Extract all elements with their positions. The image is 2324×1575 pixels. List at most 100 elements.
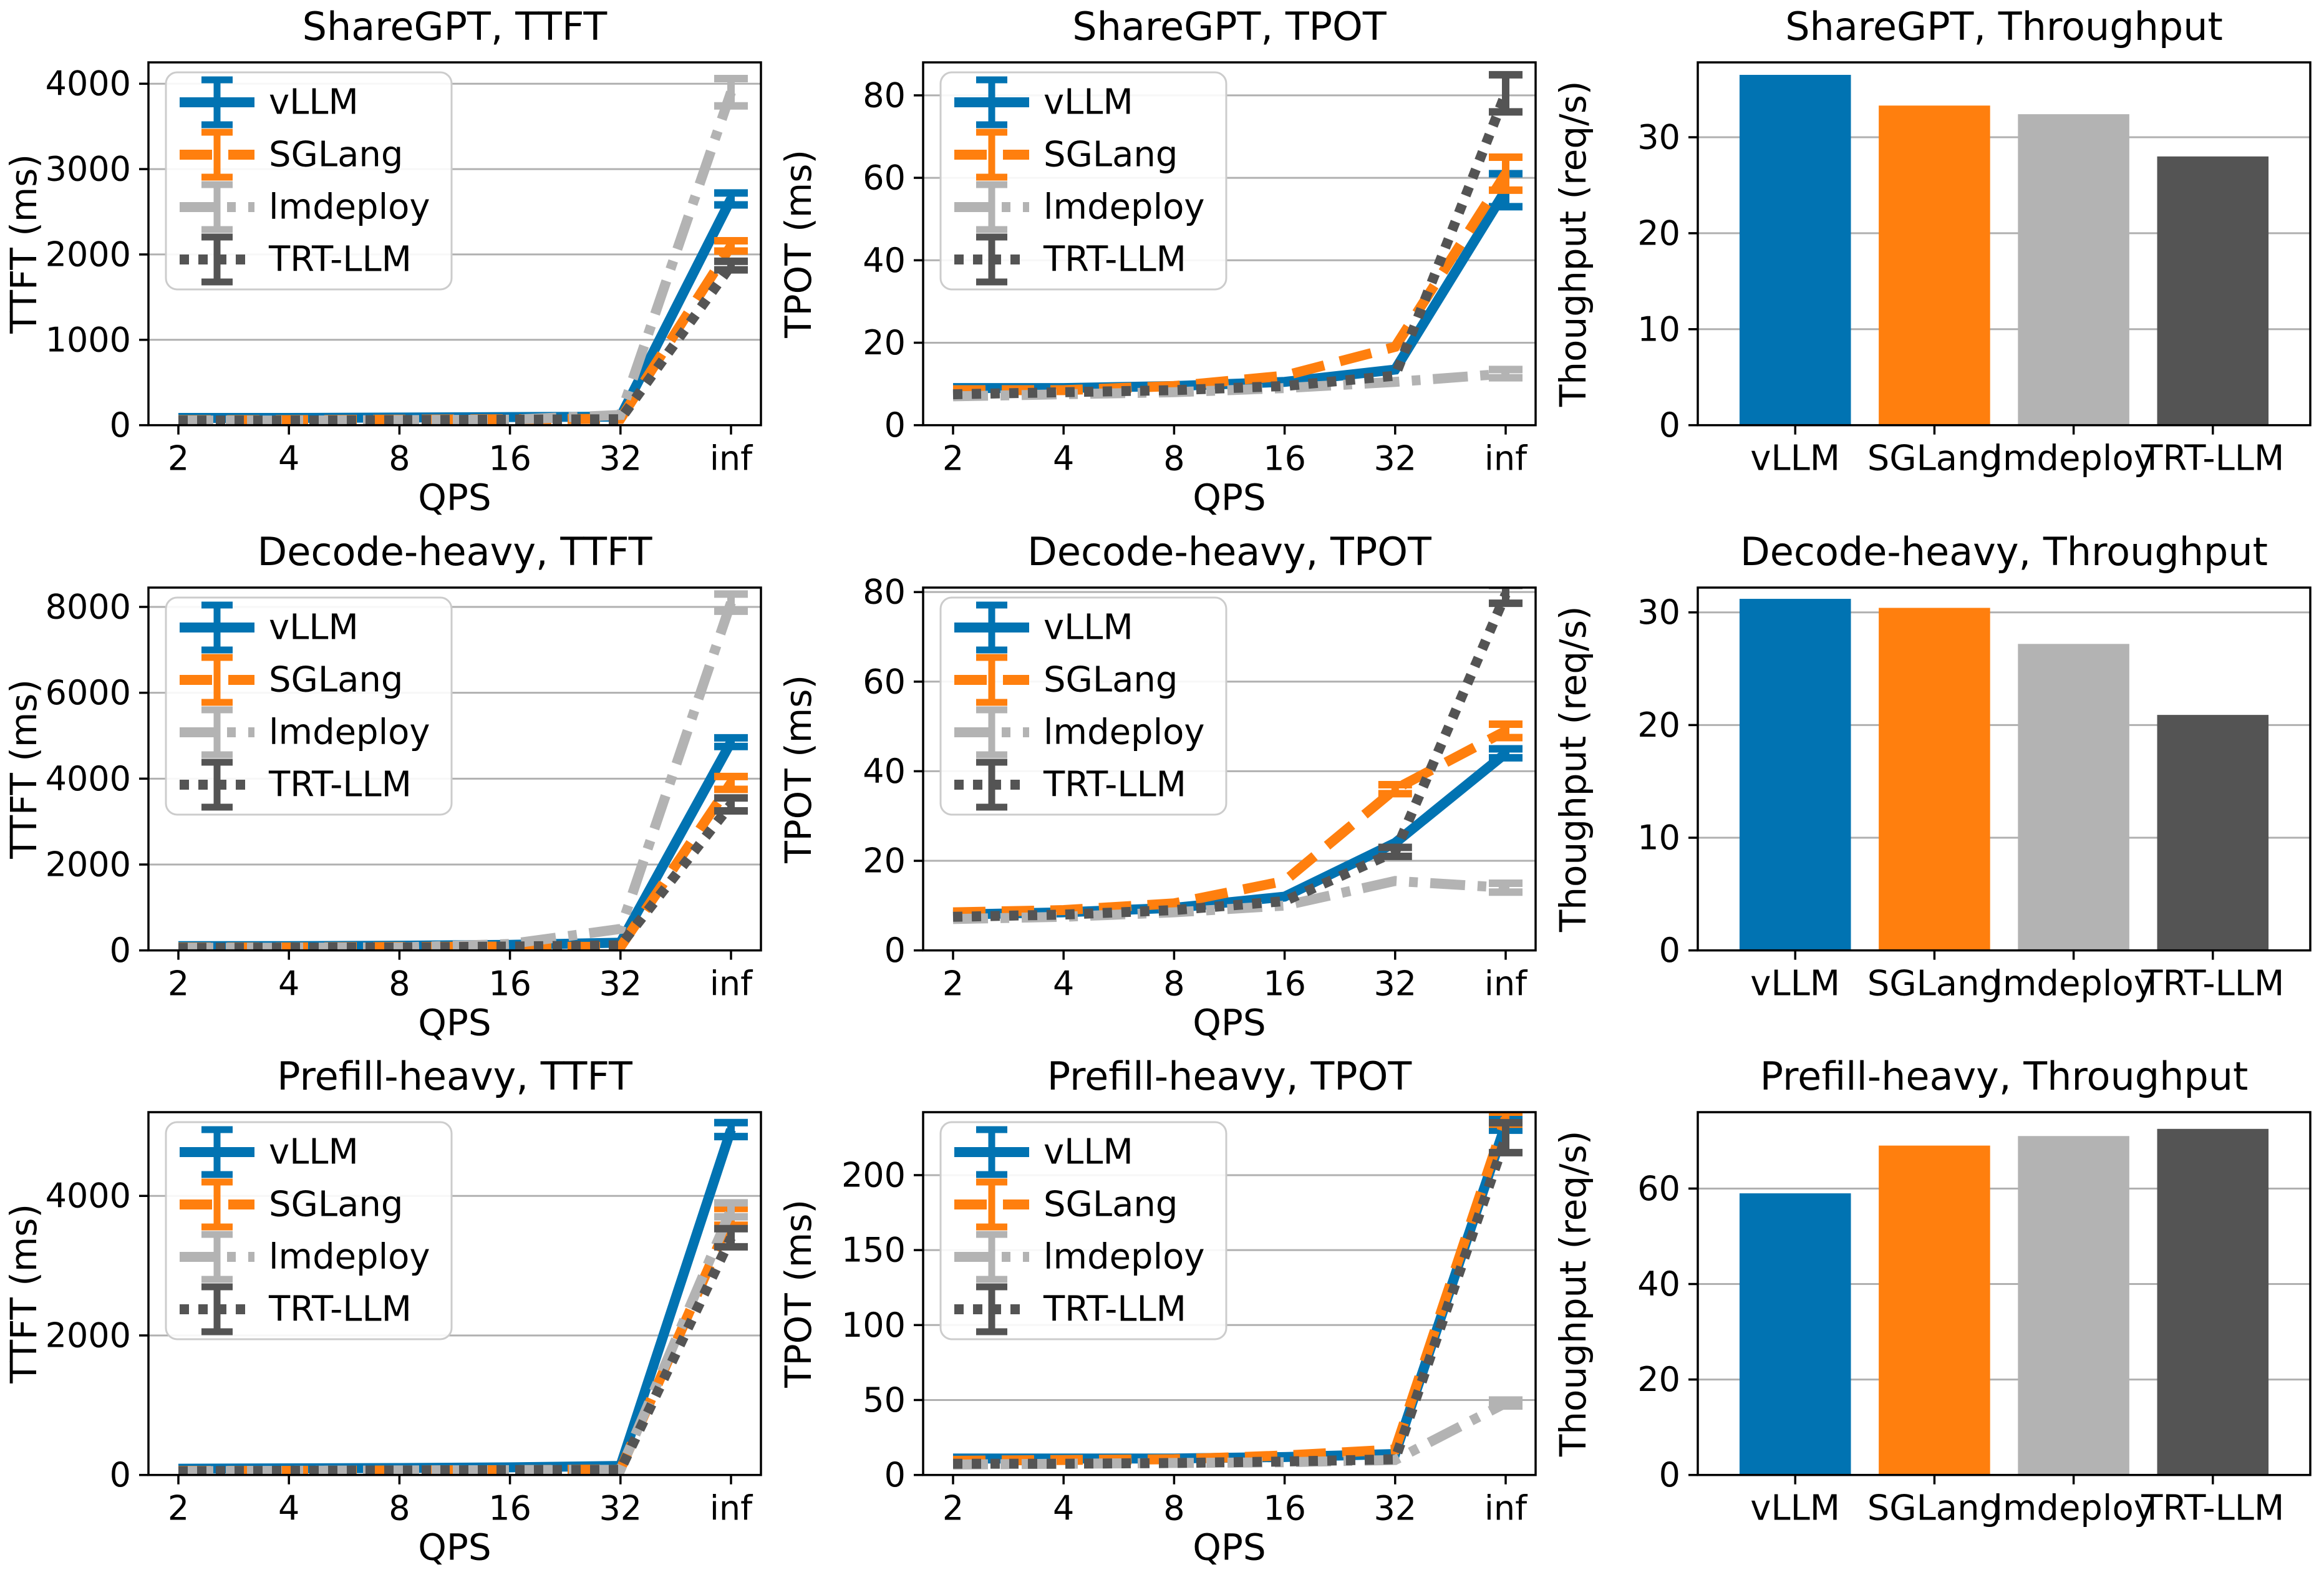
- chart-prefill-heavy-ttft: 0 2000 4000 Prefill-heavy, TTFT TTFT (ms) QPS…: [0, 1050, 775, 1575]
- y-tick-label: 0: [884, 405, 906, 445]
- x-tick-label: 8: [389, 439, 410, 478]
- legend-label-vLLM: vLLM: [1043, 607, 1133, 647]
- y-tick-label: 0: [110, 405, 131, 445]
- legend-entry-SGLang: [180, 1178, 255, 1231]
- y-tick-label: 8000: [46, 587, 131, 626]
- x-tick-label: 4: [278, 439, 299, 478]
- legend-box: [939, 1121, 1227, 1340]
- x-tick-label: 16: [1263, 439, 1306, 478]
- series-layer: [178, 589, 748, 951]
- x-tick-label: 4: [1053, 439, 1074, 478]
- y-tick-label: 60: [863, 158, 906, 198]
- legend-label-SGLang: SGLang: [269, 1185, 403, 1225]
- series-line-lmdeploy: [178, 90, 736, 425]
- legend-label-lmdeploy: lmdeploy: [269, 1237, 430, 1277]
- x-tick-label: 2: [942, 1489, 964, 1528]
- bar-lmdeploy: [2018, 643, 2129, 951]
- legend-label-SGLang: SGLang: [1043, 134, 1178, 175]
- legend-entry-lmdeploy: [954, 706, 1030, 758]
- series-layer: [952, 70, 1523, 402]
- chart-title: ShareGPT, TPOT: [1072, 4, 1387, 49]
- series-line-lmdeploy: [952, 369, 1506, 402]
- y-tick-label: 20: [1637, 1360, 1680, 1399]
- chart-sharegpt-tpot: 0 20 40 60 80 ShareGPT, TPOT TPOT (ms) QPS 2 4 8 16…: [775, 0, 1549, 525]
- y-axis-label: Thoughput (req/s): [1552, 80, 1594, 407]
- bar-vLLM: [1739, 75, 1851, 425]
- x-tick-label: 16: [488, 439, 531, 478]
- series-line-TRT-LLM: [178, 801, 735, 951]
- y-tick-label: 4000: [46, 64, 131, 104]
- chart-decode-heavy-ttft: 0 2000 4000 6000 8000 Decode-heavy, TTFT TTFT …: [0, 525, 775, 1050]
- legend-label-vLLM: vLLM: [1043, 1132, 1133, 1173]
- legend-entry-vLLM: [954, 76, 1030, 128]
- series-TRT-LLM: [178, 1225, 748, 1475]
- y-tick-label: 80: [863, 572, 906, 611]
- x-tick-label: 32: [599, 1489, 642, 1528]
- x-axis-label: QPS: [1193, 477, 1266, 519]
- series-line-TRT-LLM: [178, 263, 735, 425]
- x-axis-label: QPS: [1193, 1001, 1266, 1044]
- legend: vLLM SGLang lmdeploy TRT-LLM: [939, 1121, 1227, 1340]
- legend-entry-vLLM: [954, 601, 1030, 654]
- y-tick-label: 2000: [46, 1316, 131, 1355]
- legend-label-lmdeploy: lmdeploy: [1043, 712, 1205, 752]
- chart-sharegpt-throughput: 0 10 20 30 ShareGPT, Throughput Thoughput (re…: [1549, 0, 2324, 525]
- x-tick-label: 8: [389, 1489, 410, 1528]
- y-tick-label: 20: [863, 323, 906, 362]
- series-TRT-LLM: [178, 257, 748, 425]
- x-tick-label: 2: [168, 439, 189, 478]
- legend-label-vLLM: vLLM: [1043, 82, 1133, 122]
- chart-canvas: 0 1000 2000 3000 4000 ShareGPT, TTFT TTFT (ms)…: [2, 4, 762, 519]
- x-tick-label: vLLM: [1750, 439, 1840, 479]
- series-SGLang: [953, 153, 1523, 395]
- series-lmdeploy: [952, 1396, 1523, 1470]
- x-tick-label: lmdeploy: [1993, 963, 2154, 1004]
- x-tick-label: 16: [1263, 1489, 1306, 1528]
- y-tick-label: 6000: [46, 673, 131, 712]
- y-tick-label: 60: [1637, 1169, 1680, 1208]
- chart-title: Decode-heavy, Throughput: [1740, 529, 2268, 574]
- legend: vLLM SGLang lmdeploy TRT-LLM: [165, 596, 453, 816]
- y-tick-label: 50: [863, 1380, 906, 1420]
- legend-entry-TRT-LLM: [180, 233, 255, 286]
- plot-frame: [1697, 586, 2312, 952]
- x-tick-label: inf: [710, 964, 753, 1003]
- y-tick-label: 2000: [46, 235, 131, 274]
- plot-frame: [147, 61, 762, 427]
- legend-entry-TRT-LLM: [180, 1283, 255, 1335]
- x-tick-label: inf: [1484, 964, 1528, 1003]
- series-lmdeploy: [178, 589, 748, 951]
- y-tick-label: 30: [1637, 593, 1680, 632]
- x-tick-label: inf: [1484, 439, 1528, 478]
- series-layer: [952, 587, 1523, 924]
- legend-entry-lmdeploy: [180, 1231, 255, 1283]
- x-tick-label: 2: [942, 964, 964, 1003]
- series-SGLang: [178, 237, 748, 425]
- series-layer: [178, 75, 748, 425]
- bar-SGLang: [1879, 105, 1990, 425]
- x-tick-label: 32: [1373, 964, 1416, 1003]
- x-tick-label: inf: [710, 439, 753, 478]
- y-axis-label: TTFT (ms): [2, 154, 45, 334]
- legend-box: [939, 71, 1227, 291]
- plot-frame: [922, 586, 1537, 952]
- legend-label-lmdeploy: lmdeploy: [1043, 187, 1205, 227]
- legend-entry-TRT-LLM: [954, 1283, 1030, 1335]
- legend-entry-SGLang: [954, 1178, 1030, 1231]
- y-tick-label: 40: [1637, 1264, 1680, 1304]
- chart-title: Decode-heavy, TPOT: [1027, 529, 1432, 574]
- legend-label-SGLang: SGLang: [1043, 659, 1178, 700]
- series-line-lmdeploy: [178, 601, 736, 951]
- y-tick-label: 2000: [46, 845, 131, 884]
- x-tick-label: TRT-LLM: [2141, 439, 2284, 479]
- chart-title: Decode-heavy, TTFT: [258, 529, 653, 574]
- y-tick-label: 80: [863, 75, 906, 115]
- x-tick-label: 2: [168, 964, 189, 1003]
- legend-label-TRT-LLM: TRT-LLM: [268, 764, 412, 805]
- series-lmdeploy: [952, 366, 1523, 402]
- chart-decode-heavy-throughput: 0 10 20 30 Decode-heavy, Throughput Thoughput…: [1549, 525, 2324, 1050]
- legend-entry-SGLang: [180, 128, 255, 181]
- y-tick-label: 20: [1637, 705, 1680, 745]
- plot-frame: [922, 61, 1537, 427]
